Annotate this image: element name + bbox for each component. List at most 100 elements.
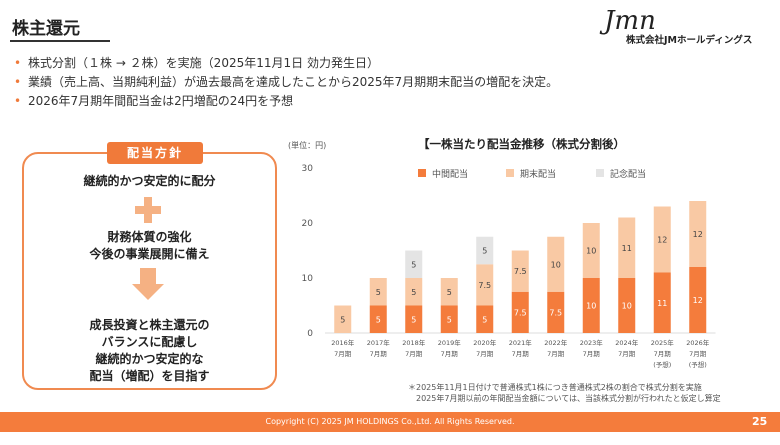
bar-segment [476,264,494,306]
policy-line-4: 成長投資と株主還元の [89,318,210,332]
bar-segment [582,278,600,333]
footer-bar [0,412,780,432]
x-tick-label: 7月期 [547,350,565,358]
x-tick-label: 7月期 [689,350,707,358]
down-arrow-icon-head [132,284,164,300]
y-tick-label: 10 [302,274,314,284]
y-tick-label: 30 [302,164,314,174]
x-tick-label: 2016年 [331,338,355,347]
legend-final: 期末配当 [506,167,556,180]
footnote-line-2: 2025年7月期以前の年間配当金額については、当該株式分割が行われたと仮定し算定 [416,394,721,403]
y-tick-label: 20 [302,219,314,229]
down-arrow-icon [140,268,156,284]
bar-segment [369,305,387,333]
data-label: 12 [693,230,703,239]
bar-segment [689,267,707,333]
data-label: 10 [551,260,561,269]
bar-segment [547,291,565,333]
x-tick-label: 7月期 [441,350,459,358]
x-tick-label: 2021年 [509,338,533,347]
data-label: 5 [411,288,416,297]
company-logo: Jmn 株式会社JMホールディングス [604,6,774,46]
bar-segment [369,278,387,306]
x-tick-label: 2024年 [615,338,639,347]
bar-segment [440,278,458,306]
x-tick-label: 7月期 [618,350,636,358]
company-name: 株式会社JMホールディングス [626,35,753,46]
data-label: 12 [657,236,667,245]
bar-segment [582,223,600,278]
page-number: 25 [752,415,768,428]
x-tick-label: 2020年 [473,338,497,347]
y-tick-label: 0 [307,329,313,339]
bar-segment [405,278,423,306]
x-tick-label: 2019年 [438,338,462,347]
data-label: 10 [586,302,596,311]
legend-interim-label: 中間配当 [432,170,469,180]
bar-segment [511,291,529,333]
bullet-dividend-increase: 業績（売上高、当期純利益）が過去最高を達成したことから2025年7月期期末配当の… [14,73,558,92]
bar-segment [547,236,565,292]
data-label: 5 [376,288,381,297]
bar-segment [476,305,494,333]
data-label: 5 [376,315,381,324]
copyright: Copyright (C) 2025 JM HOLDINGS Co.,Ltd. … [265,417,515,426]
chart-title: 【一株当たり配当金推移（株式分割後） [418,137,625,151]
legend-final-label: 期末配当 [520,170,557,180]
chart-footnote: ＊2025年11月1日付けで普通株式1株につき普通株式2株の割合で株式分割を実施… [408,382,721,404]
data-label: 11 [657,299,667,308]
x-tick-label: 7月期 [583,350,601,358]
data-label: 7.5 [478,281,491,290]
data-label: 11 [622,244,632,253]
bar-segment [405,305,423,333]
x-tick-label: (予想) [653,360,671,369]
title-underline [10,40,110,42]
bar-segment [618,217,636,278]
legend-commemorative-label: 記念配当 [610,170,647,180]
legend-final-swatch [506,169,514,177]
data-label: 5 [447,315,452,324]
bar-segment [511,250,529,292]
x-tick-label: 7月期 [476,350,494,358]
x-tick-label: 2022年 [544,338,568,347]
data-label: 7.5 [514,308,527,317]
bar-segment [476,236,494,265]
x-tick-label: 2025年 [651,338,675,347]
legend-interim-swatch [418,169,426,177]
data-label: 7.5 [514,267,527,276]
bar-segment [618,278,636,333]
bar-segment [405,250,423,278]
data-label: 7.5 [549,308,562,317]
data-label: 10 [586,247,596,256]
x-tick-label: 2023年 [580,338,604,347]
x-tick-label: 2026年 [686,338,710,347]
legend-commemorative: 記念配当 [596,167,646,180]
legend-commemorative-swatch [596,169,604,177]
dividend-policy-badge: 配当方針 [107,142,203,164]
x-tick-label: 7月期 [512,350,530,358]
page-title: 株主還元 [12,19,80,39]
bar-segment [653,272,671,333]
policy-line-1: 継続的かつ安定的に配分 [83,174,216,188]
policy-line-3: 今後の事業展開に備え [89,247,210,261]
logo-mark-icon: Jmn [604,6,656,36]
plus-icon-vertical [144,197,152,223]
data-label: 5 [447,288,452,297]
summary-bullets: 株式分割（１株 → ２株）を実施（2025年11月1日 効力発生日） 業績（売上… [14,54,558,111]
bullet-stock-split: 株式分割（１株 → ２株）を実施（2025年11月1日 効力発生日） [14,54,558,73]
data-label: 5 [411,315,416,324]
policy-line-6: 継続的かつ安定的な [95,352,204,366]
x-tick-label: 7月期 [370,350,388,358]
data-label: 10 [622,302,632,311]
bar-segment [689,201,707,267]
data-label: 5 [482,315,487,324]
data-label: 5 [411,260,416,269]
legend-interim: 中間配当 [418,167,468,180]
x-tick-label: 2017年 [367,338,391,347]
policy-line-7: 配当（増配）を目指す [89,369,210,383]
x-tick-label: (予想) [689,360,707,369]
data-label: 5 [482,247,487,256]
x-tick-label: 7月期 [334,350,352,358]
x-tick-label: 7月期 [654,350,672,358]
